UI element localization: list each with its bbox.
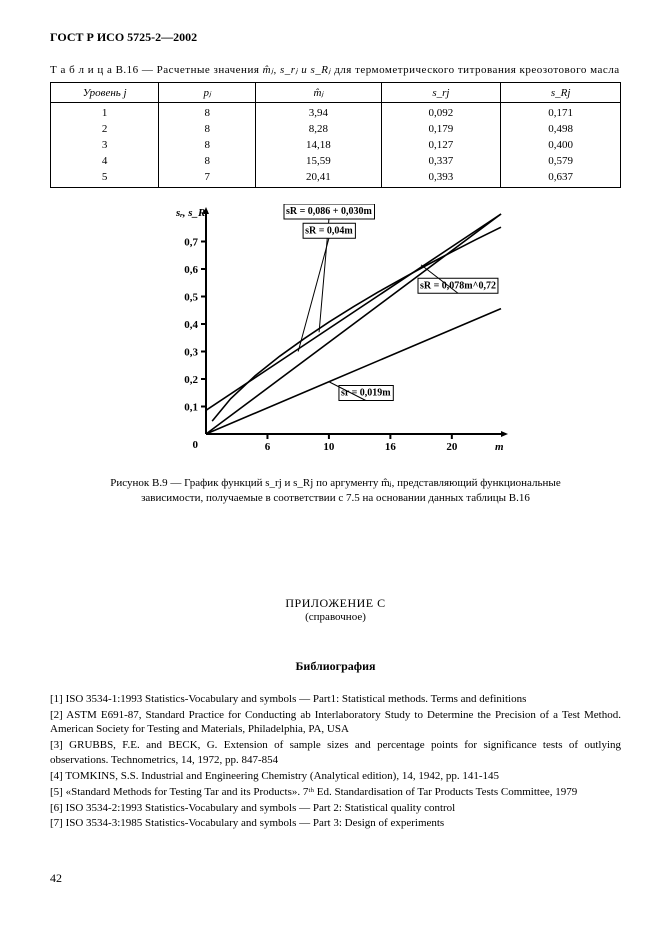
bibliography-entry: [2] ASTM E691-87, Standard Practice for … (50, 708, 621, 738)
table-cell: 5 (51, 169, 159, 188)
bibliography-entry: [1] ISO 3534-1:1993 Statistics-Vocabular… (50, 692, 621, 707)
svg-text:sᵣ, s_R: sᵣ, s_R (175, 207, 205, 219)
table-cell: 3 (51, 137, 159, 153)
table-row: 288,280,1790,498 (51, 121, 621, 137)
page-number: 42 (50, 871, 621, 886)
table-cell: 0,337 (381, 153, 501, 169)
svg-text:16: 16 (384, 441, 396, 453)
bibliography-entry: [6] ISO 3534-2:1993 Statistics-Vocabular… (50, 801, 621, 816)
table-header-cell: s_rj (381, 83, 501, 103)
table-cell: 8,28 (256, 121, 381, 137)
table-cell: 2 (51, 121, 159, 137)
svg-text:0,6: 0,6 (184, 264, 198, 276)
table-row: 3814,180,1270,400 (51, 137, 621, 153)
table-row: 4815,590,3370,579 (51, 153, 621, 169)
svg-text:0,5: 0,5 (184, 292, 198, 304)
svg-text:sR = 0,078m^0,72: sR = 0,078m^0,72 (420, 280, 496, 291)
table-cell: 15,59 (256, 153, 381, 169)
table-cell: 0,393 (381, 169, 501, 188)
table-caption: Т а б л и ц а B.16 — Расчетные значения … (50, 63, 621, 76)
table-row: 5720,410,3930,637 (51, 169, 621, 188)
svg-text:0,7: 0,7 (184, 237, 198, 249)
bibliography-title: Библиография (50, 659, 621, 674)
table-cell: 0,179 (381, 121, 501, 137)
appendix-heading: ПРИЛОЖЕНИЕ С (справочное) (50, 596, 621, 623)
table-cell: 7 (159, 169, 256, 188)
table-cell: 4 (51, 153, 159, 169)
table-cell: 0,579 (501, 153, 621, 169)
table-cell: 0,498 (501, 121, 621, 137)
svg-text:20: 20 (446, 441, 458, 453)
table-cell: 0,127 (381, 137, 501, 153)
bibliography-entry: [5] «Standard Methods for Testing Tar an… (50, 785, 621, 800)
table-header-cell: Уровень j (51, 83, 159, 103)
bibliography-entry: [3] GRUBBS, F.E. and BECK, G. Extension … (50, 738, 621, 768)
appendix-sub: (справочное) (50, 611, 621, 623)
table-caption-symbols: m̂ⱼ, s_rⱼ и s_Rⱼ (263, 64, 331, 76)
svg-text:0,2: 0,2 (184, 374, 198, 386)
svg-text:sR = 0,086 + 0,030m: sR = 0,086 + 0,030m (285, 206, 372, 217)
table-cell: 14,18 (256, 137, 381, 153)
svg-text:10: 10 (323, 441, 335, 453)
table-cell: 20,41 (256, 169, 381, 188)
table-cell: 8 (159, 121, 256, 137)
figure-caption-line2: зависимости, получаемые в соответствии с… (141, 492, 530, 504)
table-header-cell: m̂ⱼ (256, 83, 381, 103)
bibliography-entry: [7] ISO 3534-3:1985 Statistics-Vocabular… (50, 816, 621, 831)
document-header: ГОСТ Р ИСО 5725-2—2002 (50, 30, 621, 45)
table-cell: 0,637 (501, 169, 621, 188)
table-cell: 8 (159, 137, 256, 153)
table-caption-prefix: Т а б л и ц а B.16 — Расчетные значения (50, 64, 263, 76)
table-cell: 3,94 (256, 103, 381, 122)
table-header-cell: s_Rj (501, 83, 621, 103)
table-cell: 1 (51, 103, 159, 122)
table-cell: 0,400 (501, 137, 621, 153)
table-cell: 8 (159, 103, 256, 122)
table-caption-suffix: для термометрического титрования креозот… (331, 64, 620, 76)
table-cell: 0,092 (381, 103, 501, 122)
figure-caption-line1: Рисунок B.9 — График функций s_rj и s_Rj… (110, 477, 560, 489)
svg-text:0,3: 0,3 (184, 347, 198, 359)
table-header-cell: pⱼ (159, 83, 256, 103)
chart: 6 10 16 20 0,1 0,2 0,3 0,4 0,5 0,6 0,7 0 m sᵣ, s_R sR … (50, 204, 621, 468)
table-cell: 8 (159, 153, 256, 169)
svg-text:0,1: 0,1 (184, 402, 198, 414)
bibliography-list: [1] ISO 3534-1:1993 Statistics-Vocabular… (50, 692, 621, 832)
appendix-title: ПРИЛОЖЕНИЕ С (50, 596, 621, 611)
bibliography-entry: [4] TOMKINS, S.S. Industrial and Enginee… (50, 769, 621, 784)
svg-text:sr = 0,019m: sr = 0,019m (340, 388, 390, 399)
table-row: 183,940,0920,171 (51, 103, 621, 122)
table-cell: 0,171 (501, 103, 621, 122)
data-table: Уровень jpⱼm̂ⱼs_rjs_Rj 183,940,0920,1712… (50, 82, 621, 188)
figure-caption: Рисунок B.9 — График функций s_rj и s_Rj… (50, 476, 621, 506)
svg-text:0,4: 0,4 (184, 319, 198, 331)
svg-text:6: 6 (264, 441, 270, 453)
svg-text:sR = 0,04m: sR = 0,04m (305, 225, 353, 236)
svg-text:0: 0 (192, 439, 198, 451)
svg-text:m: m (495, 441, 504, 453)
